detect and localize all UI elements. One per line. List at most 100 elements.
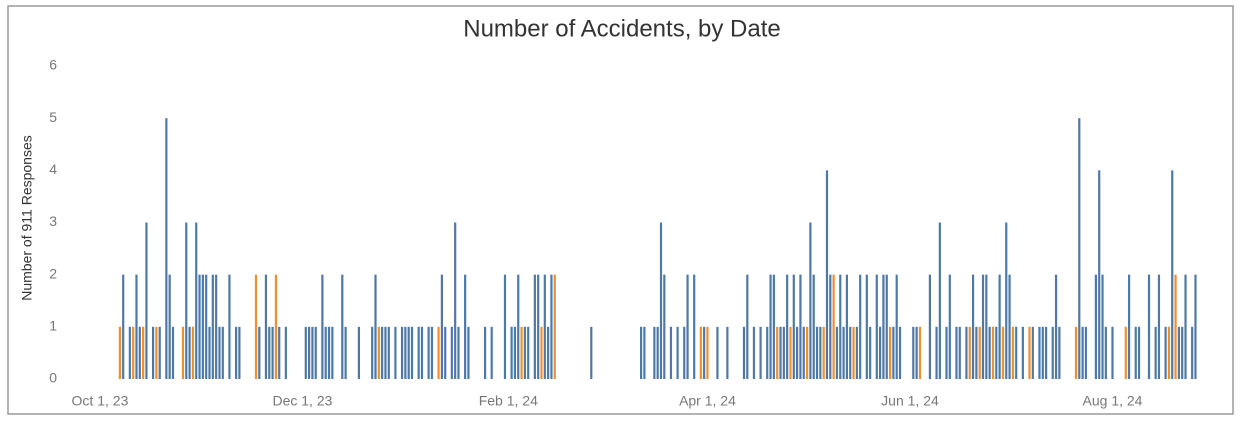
bar	[1038, 326, 1041, 379]
x-tick-label: Feb 1, 24	[479, 393, 538, 409]
bar	[540, 326, 543, 379]
bar	[311, 326, 314, 379]
bar	[308, 326, 311, 379]
bar	[417, 326, 420, 379]
bar	[792, 274, 795, 379]
bar	[135, 274, 138, 379]
bar	[138, 326, 141, 379]
bar	[1015, 326, 1018, 379]
bar	[1005, 222, 1008, 379]
bar	[938, 222, 941, 379]
bar	[799, 274, 802, 379]
bar	[264, 274, 268, 379]
bar	[819, 326, 822, 379]
bar	[1124, 326, 1127, 379]
bar	[201, 274, 204, 379]
bar	[865, 274, 868, 379]
bar	[387, 326, 390, 379]
bar	[1001, 326, 1005, 379]
bar	[845, 274, 849, 379]
bar	[527, 326, 530, 379]
y-axis-label: Number of 911 Responses	[19, 135, 35, 301]
bar	[533, 274, 536, 379]
bar	[928, 274, 932, 379]
bar	[772, 274, 775, 379]
bar	[1137, 326, 1141, 379]
bar	[948, 274, 951, 379]
bar	[381, 326, 384, 379]
bar	[384, 326, 387, 379]
bar	[503, 274, 507, 379]
bar	[314, 326, 317, 379]
bar	[829, 274, 832, 379]
bar	[520, 326, 523, 379]
bar	[420, 326, 424, 379]
bar	[510, 326, 513, 379]
bar	[1044, 326, 1048, 379]
bar	[215, 274, 218, 379]
bar	[766, 326, 769, 379]
bar	[759, 326, 762, 379]
bar	[1104, 326, 1107, 379]
bar	[188, 326, 191, 379]
bar	[341, 274, 344, 379]
bar	[693, 274, 696, 379]
bar	[467, 326, 470, 379]
bar	[805, 326, 809, 379]
bar	[686, 274, 689, 379]
bar	[802, 326, 805, 379]
bar	[211, 274, 214, 379]
bar	[1177, 326, 1180, 379]
bar	[513, 326, 517, 379]
bar	[132, 326, 135, 379]
bar	[228, 274, 231, 379]
bar	[1021, 326, 1024, 379]
y-tick-label: 4	[49, 161, 57, 177]
bar	[464, 274, 467, 379]
bar	[1147, 274, 1151, 379]
bar	[742, 326, 746, 379]
bar	[457, 326, 460, 379]
bar	[998, 274, 1001, 379]
bar	[659, 222, 663, 379]
bar	[430, 326, 434, 379]
bar	[1058, 326, 1061, 379]
bar	[258, 326, 261, 379]
bar	[849, 326, 852, 379]
bar	[185, 222, 188, 379]
bar	[1008, 274, 1011, 379]
bar	[912, 326, 915, 379]
bar	[165, 118, 168, 380]
bar	[118, 326, 121, 379]
bar	[885, 274, 888, 379]
bar	[653, 326, 656, 379]
bar	[726, 326, 729, 379]
bar	[327, 326, 331, 379]
bar	[1191, 326, 1194, 379]
bar	[796, 326, 799, 379]
bar	[344, 326, 347, 379]
bar	[168, 274, 171, 379]
bar	[988, 326, 991, 379]
bar	[898, 326, 902, 379]
bar	[155, 326, 158, 379]
bar	[875, 274, 878, 379]
bar	[789, 326, 792, 379]
bar	[822, 326, 825, 379]
bar	[1011, 326, 1014, 379]
chart-title: Number of Accidents, by Date	[463, 15, 780, 42]
bar	[809, 222, 812, 379]
bar	[128, 326, 131, 379]
bar	[945, 326, 948, 379]
bar	[1164, 326, 1167, 379]
bar	[776, 326, 779, 379]
bar	[852, 326, 855, 379]
x-tick-label: Dec 1, 23	[272, 393, 332, 409]
bar	[991, 326, 995, 379]
bar	[171, 326, 175, 379]
bar	[271, 326, 274, 379]
bar	[706, 326, 709, 379]
bar	[1174, 274, 1177, 379]
